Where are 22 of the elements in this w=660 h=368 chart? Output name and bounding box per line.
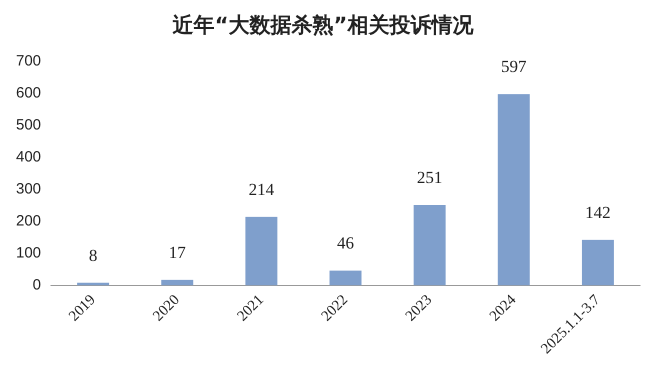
y-tick-label: 300 bbox=[16, 180, 42, 198]
data-label: 214 bbox=[248, 180, 275, 199]
bar bbox=[245, 216, 278, 286]
data-label: 46 bbox=[337, 234, 354, 253]
data-label: 142 bbox=[585, 202, 611, 222]
bar bbox=[414, 204, 446, 286]
y-tick-label: 0 bbox=[32, 276, 42, 294]
y-tick-label: 600 bbox=[16, 84, 42, 102]
bar bbox=[161, 280, 194, 286]
data-label: 251 bbox=[416, 168, 442, 187]
data-label: 17 bbox=[168, 242, 186, 262]
y-tick-label: 700 bbox=[16, 52, 42, 70]
bar bbox=[330, 270, 362, 286]
data-label: 8 bbox=[88, 246, 98, 265]
chart-title: 近年“大数据杀熟”相关投诉情况 bbox=[172, 13, 474, 38]
y-tick-label: 500 bbox=[16, 116, 42, 134]
bar bbox=[582, 240, 614, 286]
data-label: 597 bbox=[501, 57, 528, 76]
y-tick-label: 200 bbox=[16, 212, 42, 230]
y-tick-label: 400 bbox=[16, 148, 42, 166]
bar bbox=[498, 94, 530, 286]
y-tick-label: 100 bbox=[16, 244, 42, 262]
